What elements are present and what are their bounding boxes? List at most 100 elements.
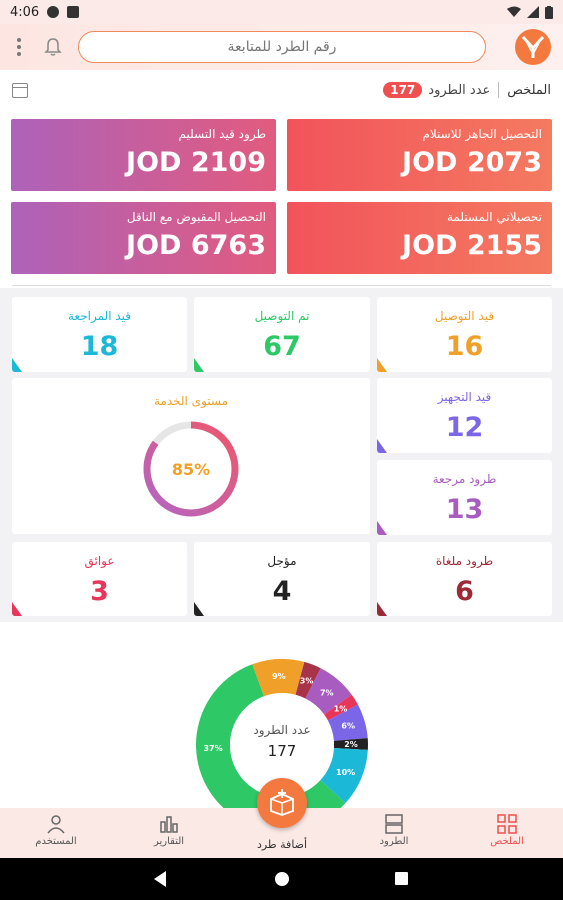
stat-value: 3 bbox=[90, 576, 109, 607]
donut-segment-label: 1% bbox=[334, 704, 348, 713]
corner-mark bbox=[377, 602, 387, 616]
postponed-stat-card[interactable]: مؤجل 4 bbox=[194, 542, 370, 616]
donut-segment-label: 37% bbox=[203, 744, 222, 753]
donut-center-label: عدد الطرود bbox=[253, 723, 310, 738]
divider bbox=[498, 82, 500, 98]
stat-value: 6 bbox=[455, 576, 474, 607]
in-delivery-stat-card[interactable]: قيد التوصيل 16 bbox=[377, 297, 552, 372]
add-parcel-label: أضافة طرد bbox=[256, 838, 308, 851]
gauge-arc bbox=[143, 421, 239, 517]
nav-user[interactable]: المستخدم bbox=[16, 812, 96, 847]
nav-parcels[interactable]: الطرود bbox=[354, 812, 434, 847]
corner-mark bbox=[377, 521, 387, 535]
donut-segment-label: 7% bbox=[320, 688, 334, 697]
donut-segment bbox=[327, 704, 368, 741]
back-icon[interactable] bbox=[152, 870, 168, 888]
donut-segment-label: 2% bbox=[344, 740, 358, 749]
summary-bar: الملخص عدد الطرود 177 bbox=[0, 70, 563, 110]
card-value: JOD 2155 bbox=[402, 230, 542, 261]
add-box-icon bbox=[270, 789, 294, 816]
in-delivery-parcels-card[interactable]: طرود قيد التسليم JOD 2109 bbox=[11, 119, 276, 191]
donut-segment-label: 9% bbox=[272, 672, 286, 681]
card-label: التحصيل الجاهز للاستلام bbox=[422, 127, 542, 141]
corner-mark bbox=[194, 358, 204, 372]
stat-label: طرود مرجعة bbox=[432, 472, 497, 486]
card-value: JOD 6763 bbox=[126, 230, 266, 261]
received-collections-card[interactable]: تحصيلاتي المستلمة JOD 2155 bbox=[287, 202, 552, 274]
app-header bbox=[0, 24, 563, 70]
status-time: 4:06 bbox=[10, 4, 40, 20]
collection-cards: التحصيل الجاهز للاستلام JOD 2073 طرود قي… bbox=[0, 110, 563, 288]
home-icon[interactable] bbox=[274, 871, 290, 887]
donut-segment bbox=[305, 668, 352, 715]
stat-label: طرود ملغاة bbox=[435, 554, 494, 568]
returned-stat-card[interactable]: طرود مرجعة 13 bbox=[377, 460, 552, 535]
summary-label: الملخص bbox=[507, 82, 551, 98]
card-label: طرود قيد التسليم bbox=[178, 127, 267, 141]
stat-value: 12 bbox=[445, 412, 484, 443]
stat-label: تم التوصيل bbox=[254, 309, 310, 323]
donut-center-value: 177 bbox=[268, 742, 297, 760]
nav-label: الملخص bbox=[490, 836, 524, 847]
card-label: تحصيلاتي المستلمة bbox=[446, 210, 542, 224]
preparing-stat-card[interactable]: قيد التجهيز 12 bbox=[377, 378, 552, 453]
donut-hole bbox=[230, 693, 334, 797]
stat-label: قيد التجهيز bbox=[437, 390, 492, 404]
battery-icon bbox=[545, 5, 553, 19]
card-label: التحصيل المقبوض مع الناقل bbox=[126, 210, 266, 224]
service-level-gauge: 85% bbox=[143, 421, 239, 517]
donut-segment bbox=[195, 664, 269, 808]
signal-icon bbox=[527, 6, 539, 18]
corner-mark bbox=[12, 358, 22, 372]
donut-segment-label: 10% bbox=[336, 768, 355, 777]
nav-label: المستخدم bbox=[35, 836, 77, 847]
stat-value: 67 bbox=[263, 331, 301, 362]
delivered-stat-card[interactable]: تم التوصيل 67 bbox=[194, 297, 370, 372]
nav-summary[interactable]: الملخص bbox=[467, 812, 547, 847]
donut-segment bbox=[320, 747, 368, 803]
nav-label: الطرود bbox=[379, 836, 409, 847]
stat-value: 18 bbox=[80, 331, 119, 362]
stat-value: 4 bbox=[272, 576, 292, 607]
parcels-icon bbox=[354, 812, 434, 836]
service-level-value: 85% bbox=[172, 460, 210, 479]
card-value: JOD 2073 bbox=[402, 147, 542, 178]
stat-label: قيد المراجعة bbox=[68, 309, 131, 323]
card-value: JOD 2109 bbox=[126, 147, 266, 178]
corner-mark bbox=[377, 358, 387, 372]
under-review-stat-card[interactable]: قيد المراجعة 18 bbox=[12, 297, 187, 372]
ready-collection-card[interactable]: التحصيل الجاهز للاستلام JOD 2073 bbox=[287, 119, 552, 191]
stat-value: 13 bbox=[445, 494, 484, 525]
donut-segment bbox=[333, 738, 368, 750]
recents-icon[interactable] bbox=[394, 871, 409, 886]
calendar-icon[interactable] bbox=[12, 82, 28, 98]
more-menu-icon[interactable] bbox=[12, 38, 26, 56]
service-level-label: مستوى الخدمة bbox=[153, 394, 229, 408]
donut-segment bbox=[324, 694, 358, 721]
system-navigation-bar bbox=[0, 858, 563, 900]
reports-icon bbox=[129, 812, 209, 836]
nav-reports[interactable]: التقارير bbox=[129, 812, 209, 847]
tracking-search-input[interactable] bbox=[78, 31, 486, 63]
donut-segment bbox=[252, 659, 305, 697]
carrier-collection-card[interactable]: التحصيل المقبوض مع الناقل JOD 6763 bbox=[11, 202, 276, 274]
cancelled-stat-card[interactable]: طرود ملغاة 6 bbox=[377, 542, 552, 616]
corner-mark bbox=[12, 602, 22, 616]
stat-label: مؤجل bbox=[267, 554, 297, 568]
app-logo bbox=[515, 29, 551, 65]
add-parcel-button[interactable] bbox=[257, 778, 307, 828]
dashboard-icon bbox=[467, 812, 547, 836]
corner-mark bbox=[194, 602, 204, 616]
donut-segment-label: 3% bbox=[300, 677, 314, 686]
parcels-donut-section: 3% 7% 1% 6% 2% 10% 37% 9% عدد الطرود 177 bbox=[0, 622, 563, 808]
nav-label: التقارير bbox=[153, 836, 185, 847]
obstacles-stat-card[interactable]: عوائق 3 bbox=[12, 542, 187, 616]
corner-mark bbox=[377, 439, 387, 453]
stat-label: عوائق bbox=[84, 554, 115, 568]
parcel-count-label: عدد الطرود bbox=[428, 82, 491, 98]
parcel-count-badge: 177 bbox=[383, 82, 423, 98]
user-icon bbox=[16, 812, 96, 836]
bell-icon[interactable] bbox=[42, 36, 64, 58]
sim-icon bbox=[67, 6, 80, 18]
stat-value: 16 bbox=[445, 331, 484, 362]
